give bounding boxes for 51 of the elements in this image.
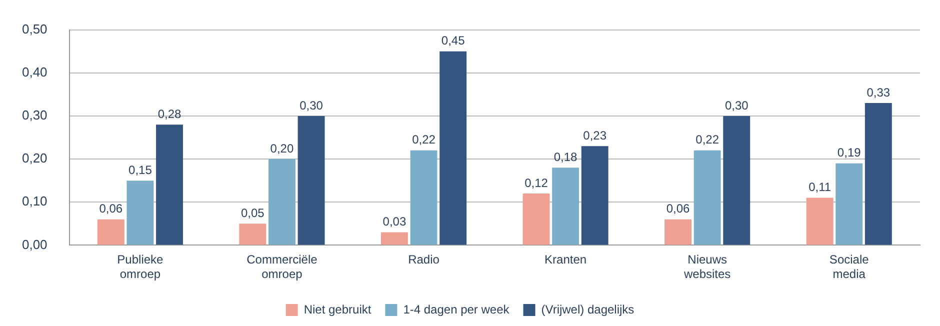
- bar: [156, 124, 183, 245]
- data-label: 0,20: [270, 141, 294, 156]
- bar: [410, 150, 438, 245]
- bar: [380, 232, 408, 245]
- bar: [836, 163, 863, 245]
- y-tick-label: 0,50: [22, 21, 48, 36]
- bar: [239, 224, 266, 245]
- bar: [126, 180, 154, 245]
- data-label: 0,15: [128, 162, 152, 177]
- y-tick-label: 0,30: [22, 108, 48, 123]
- y-tick-label: 0,20: [22, 150, 48, 166]
- data-label: 0,03: [382, 214, 406, 229]
- data-label: 0,05: [240, 206, 265, 220]
- bar: [664, 219, 692, 245]
- y-tick-label: 0,40: [22, 64, 48, 80]
- x-tick-label: Radio: [408, 252, 440, 267]
- data-label: 0,23: [583, 128, 607, 142]
- bar: [440, 51, 467, 245]
- bar: [806, 198, 834, 245]
- bar: [268, 159, 296, 245]
- data-label: 0,33: [866, 85, 890, 100]
- data-label: 0,22: [696, 132, 720, 147]
- data-label: 0,30: [724, 98, 749, 112]
- legend-label: 1-4 dagen per week: [403, 302, 510, 316]
- x-tick-label: Kranten: [544, 252, 587, 267]
- data-label: 0,06: [99, 202, 123, 216]
- bar: [581, 146, 608, 245]
- bar: [694, 150, 721, 245]
- x-tick-label: Commerciële omroep: [246, 252, 318, 282]
- data-label: 0,19: [837, 146, 862, 160]
- bar: [552, 168, 580, 245]
- data-label: 0,11: [808, 180, 832, 194]
- bar: [864, 103, 892, 245]
- x-tick-label: Sociale media: [829, 252, 870, 282]
- bar: [298, 116, 325, 245]
- bar: [723, 116, 750, 245]
- x-tick-label: Publieke omroep: [117, 252, 164, 282]
- bar: [522, 194, 550, 245]
- y-tick-label: 0,10: [22, 194, 48, 209]
- data-label: 0,45: [441, 34, 466, 48]
- data-label: 0,12: [524, 176, 548, 190]
- bar: [97, 219, 124, 245]
- legend-label: (Vrijwel) dagelijks: [541, 302, 634, 316]
- y-tick-label: 0,00: [22, 236, 48, 252]
- x-tick-label: Nieuws websites: [682, 252, 731, 282]
- data-label: 0,22: [412, 132, 436, 147]
- data-label: 0,18: [554, 150, 578, 164]
- data-label: 0,30: [300, 98, 324, 112]
- data-label: 0,28: [158, 106, 182, 121]
- legend-label: Niet gebruikt: [304, 302, 372, 316]
- data-label: 0,06: [666, 202, 690, 216]
